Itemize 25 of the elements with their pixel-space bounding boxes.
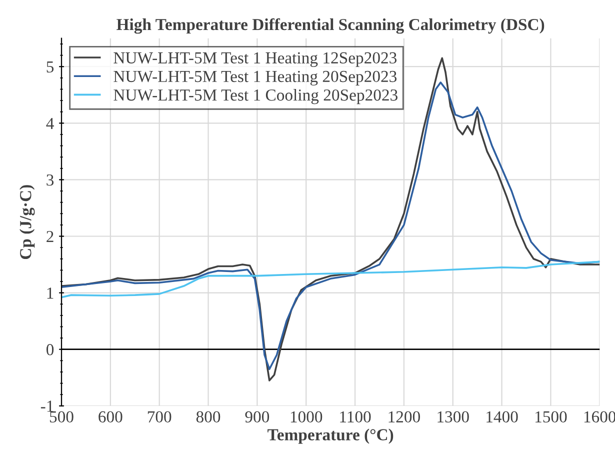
y-tick-label: 4 <box>46 118 54 129</box>
y-tick-label: 5 <box>46 61 54 73</box>
y-tick-label: 0 <box>46 344 54 356</box>
x-axis-title: Temperature (°C) <box>268 428 394 444</box>
chart-title: High Temperature Differential Scanning Calorimetry (DSC) <box>116 18 544 34</box>
legend-label: NUW-LHT-5M Test 1 Cooling 20Sep2023 <box>114 88 398 104</box>
legend-label: NUW-LHT-5M Test 1 Heating 20Sep2023 <box>114 70 397 86</box>
x-tick-label: 800 <box>196 411 220 422</box>
y-tick-label: 1 <box>47 288 54 299</box>
y-tick-label: 2 <box>46 231 54 242</box>
x-tick-label: 700 <box>148 411 172 422</box>
y-tick-label: -1 <box>40 400 54 412</box>
y-axis-title: Cp (J/g·C) <box>20 185 35 260</box>
line-series <box>62 260 600 298</box>
x-tick-label: 1400 <box>486 411 518 422</box>
x-tick-label: 1000 <box>290 411 322 422</box>
x-tick-label: 1300 <box>438 411 469 422</box>
x-tick-label: 1500 <box>536 411 567 422</box>
x-tick-label: 500 <box>50 411 74 422</box>
legend-label: NUW-LHT-5M Test 1 Heating 12Sep2023 <box>114 52 397 67</box>
x-tick-label: 1100 <box>340 411 371 422</box>
x-tick-label: 900 <box>245 411 270 422</box>
x-tick-label: 1200 <box>388 411 420 422</box>
y-tick-label: 3 <box>46 174 54 186</box>
x-tick-label: 600 <box>98 411 122 422</box>
